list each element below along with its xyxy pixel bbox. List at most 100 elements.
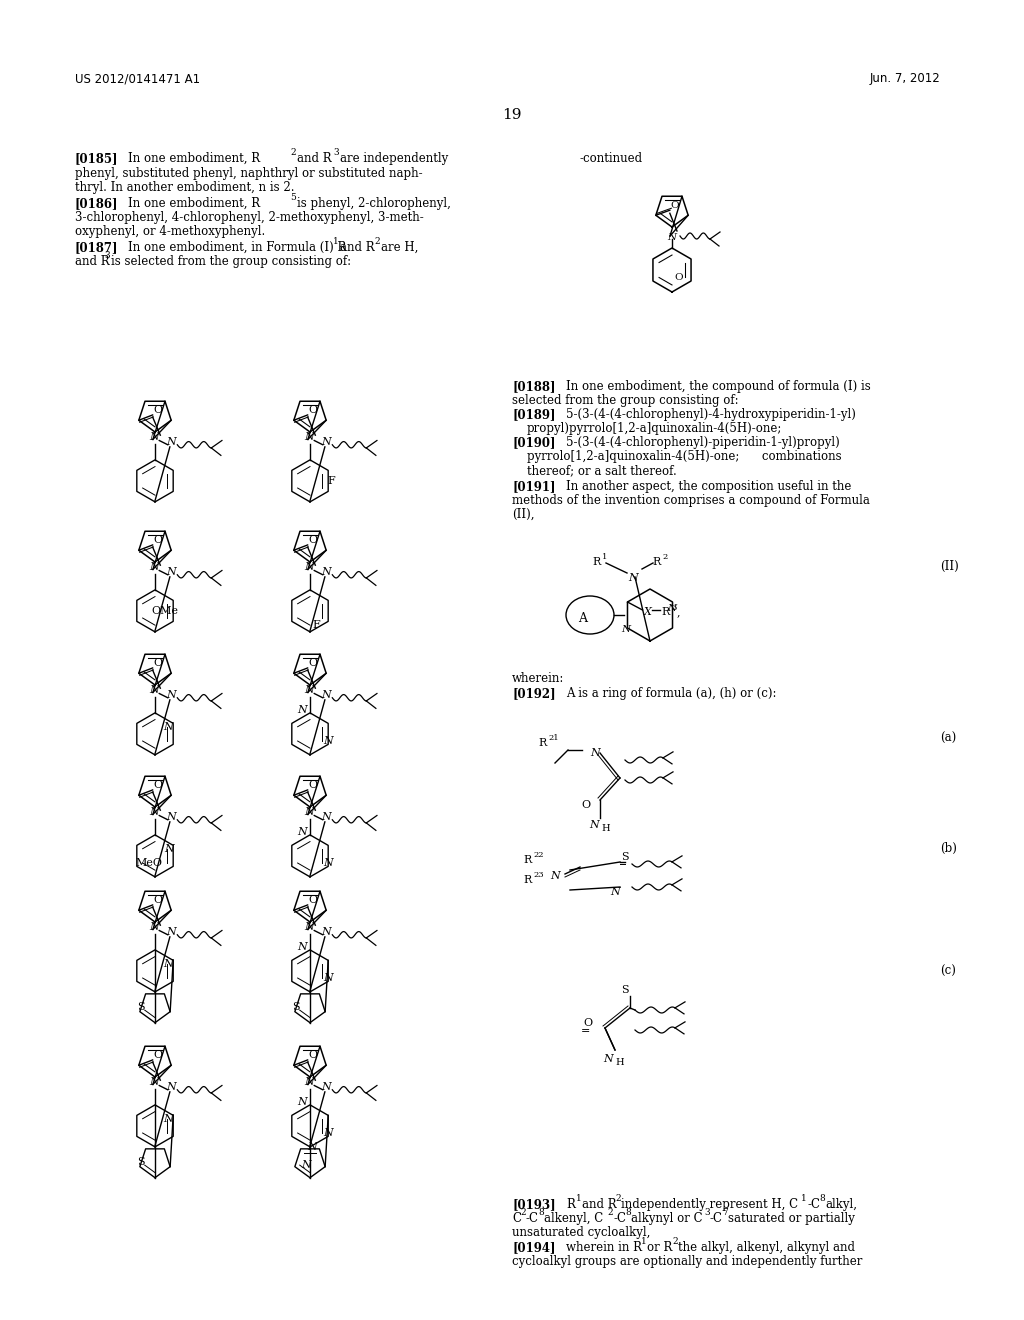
Text: In one embodiment, R: In one embodiment, R <box>128 152 260 165</box>
Text: A: A <box>579 612 588 626</box>
Text: propyl)pyrrolo[1,2-a]quinoxalin-4(5H)-one;: propyl)pyrrolo[1,2-a]quinoxalin-4(5H)-on… <box>527 422 782 436</box>
Text: and R: and R <box>582 1199 616 1210</box>
Text: =: = <box>581 1026 590 1036</box>
Text: In another aspect, the composition useful in the: In another aspect, the composition usefu… <box>566 480 851 492</box>
Text: N: N <box>668 605 677 612</box>
Text: N: N <box>298 1097 307 1106</box>
Text: is phenyl, 2-chlorophenyl,: is phenyl, 2-chlorophenyl, <box>297 197 451 210</box>
Text: N: N <box>322 437 332 446</box>
Text: -C: -C <box>613 1212 626 1225</box>
Text: N: N <box>667 234 676 242</box>
Text: (b): (b) <box>940 842 956 855</box>
Text: 2: 2 <box>290 148 296 157</box>
Text: N: N <box>167 812 176 821</box>
Text: O: O <box>154 1049 163 1060</box>
Text: S: S <box>137 1158 144 1167</box>
Text: thereof; or a salt thereof.: thereof; or a salt thereof. <box>527 465 677 477</box>
Text: X: X <box>643 607 651 616</box>
Text: alkynyl or C: alkynyl or C <box>631 1212 702 1225</box>
Text: are H,: are H, <box>381 242 419 253</box>
Text: O: O <box>154 535 163 545</box>
Text: O: O <box>154 780 163 789</box>
Text: 5-(3-(4-(4-chlorophenyl)-4-hydroxypiperidin-1-yl): 5-(3-(4-(4-chlorophenyl)-4-hydroxypiperi… <box>566 408 856 421</box>
Text: N: N <box>322 927 332 937</box>
Text: N: N <box>550 871 560 880</box>
Text: -continued: -continued <box>580 152 643 165</box>
Text: and R: and R <box>75 255 110 268</box>
Text: pyrrolo[1,2-a]quinoxalin-4(5H)-one;      combinations: pyrrolo[1,2-a]quinoxalin-4(5H)-one; comb… <box>527 450 842 463</box>
Text: 1: 1 <box>602 553 607 561</box>
Text: phenyl, substituted phenyl, naphthryl or substituted naph-: phenyl, substituted phenyl, naphthryl or… <box>75 168 423 180</box>
Text: N: N <box>307 1142 316 1152</box>
Text: F: F <box>312 619 319 630</box>
Text: are independently: are independently <box>340 152 449 165</box>
Text: N: N <box>163 958 173 969</box>
Text: -C: -C <box>807 1199 820 1210</box>
Text: N: N <box>324 858 333 869</box>
Text: R: R <box>566 1199 574 1210</box>
Text: N: N <box>305 685 314 696</box>
Text: O: O <box>308 405 317 414</box>
Text: 1: 1 <box>575 1195 582 1203</box>
Text: R: R <box>523 875 531 884</box>
Text: N: N <box>301 1160 310 1170</box>
Text: [0191]: [0191] <box>512 480 555 492</box>
Text: 19: 19 <box>502 108 522 121</box>
Text: 8: 8 <box>538 1208 544 1217</box>
Text: and R: and R <box>340 242 375 253</box>
Text: 23: 23 <box>534 871 544 879</box>
Text: and R: and R <box>297 152 332 165</box>
Text: 3-chlorophenyl, 4-chlorophenyl, 2-methoxyphenyl, 3-meth-: 3-chlorophenyl, 4-chlorophenyl, 2-methox… <box>75 211 424 224</box>
Text: O: O <box>675 273 683 282</box>
Text: [0187]: [0187] <box>75 242 119 253</box>
Text: N: N <box>305 808 314 817</box>
Text: N: N <box>298 941 307 952</box>
Text: saturated or partially: saturated or partially <box>728 1212 855 1225</box>
Text: S: S <box>622 985 629 995</box>
Text: R: R <box>652 557 660 568</box>
Text: [0192]: [0192] <box>512 686 556 700</box>
Text: N: N <box>322 1081 332 1092</box>
Text: selected from the group consisting of:: selected from the group consisting of: <box>512 393 738 407</box>
Text: N: N <box>150 923 160 932</box>
Text: N: N <box>167 1081 176 1092</box>
Text: N: N <box>610 887 620 898</box>
Text: 1: 1 <box>641 1237 647 1246</box>
Text: MeO: MeO <box>135 858 163 869</box>
Text: H: H <box>615 1059 625 1067</box>
Text: 5-(3-(4-(4-chlorophenyl)-piperidin-1-yl)propyl): 5-(3-(4-(4-chlorophenyl)-piperidin-1-yl)… <box>566 436 840 449</box>
Text: 1: 1 <box>333 238 339 246</box>
Text: N: N <box>305 433 314 442</box>
Text: oxyphenyl, or 4-methoxyphenyl.: oxyphenyl, or 4-methoxyphenyl. <box>75 224 265 238</box>
Text: Jun. 7, 2012: Jun. 7, 2012 <box>870 73 941 84</box>
Text: N: N <box>324 737 333 746</box>
Text: H: H <box>602 824 610 833</box>
Text: 2: 2 <box>374 238 380 246</box>
Text: US 2012/0141471 A1: US 2012/0141471 A1 <box>75 73 200 84</box>
Text: In one embodiment, R: In one embodiment, R <box>128 197 260 210</box>
Text: N: N <box>167 927 176 937</box>
Text: -C: -C <box>710 1212 723 1225</box>
Text: N: N <box>590 748 600 758</box>
Text: S: S <box>137 1002 144 1012</box>
Text: alkenyl, C: alkenyl, C <box>544 1212 603 1225</box>
Text: 5: 5 <box>290 193 296 202</box>
Text: the alkyl, alkenyl, alkynyl and: the alkyl, alkenyl, alkynyl and <box>678 1241 855 1254</box>
Text: N: N <box>324 973 333 983</box>
Text: methods of the invention comprises a compound of Formula: methods of the invention comprises a com… <box>512 494 869 507</box>
Text: N: N <box>167 437 176 446</box>
Text: -C: -C <box>526 1212 539 1225</box>
Text: N: N <box>163 1114 173 1123</box>
Text: N: N <box>150 1077 160 1088</box>
Text: 2: 2 <box>520 1208 525 1217</box>
Text: 8: 8 <box>819 1195 824 1203</box>
Text: O: O <box>308 780 317 789</box>
Text: O: O <box>308 1049 317 1060</box>
Text: N: N <box>167 689 176 700</box>
Text: 3: 3 <box>705 1208 710 1217</box>
Text: 8: 8 <box>625 1208 631 1217</box>
Text: N: N <box>603 1053 613 1064</box>
Text: 2: 2 <box>672 1237 678 1246</box>
Text: N: N <box>322 689 332 700</box>
Text: N: N <box>589 820 599 830</box>
